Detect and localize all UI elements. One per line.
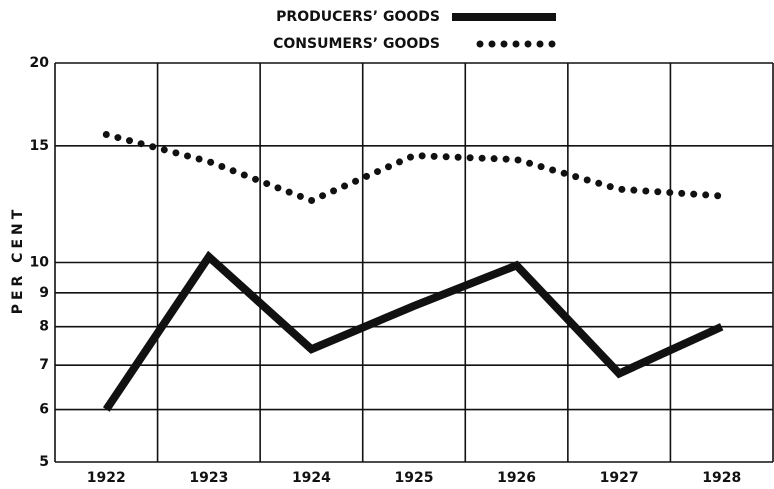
y-tick-label: 20: [30, 55, 50, 71]
y-tick-label: 6: [39, 402, 49, 418]
y-tick-label: 5: [39, 454, 49, 470]
x-tick-label: 1928: [702, 470, 741, 486]
y-axis-label: PER CENT: [10, 206, 26, 315]
x-tick-label: 1922: [87, 470, 126, 486]
y-tick-label: 7: [39, 357, 49, 373]
legend-label: PRODUCERS’ GOODS: [276, 9, 440, 25]
y-tick-label: 10: [30, 255, 50, 271]
y-tick-label: 8: [39, 319, 49, 335]
x-tick-label: 1923: [189, 470, 228, 486]
x-tick-label: 1925: [395, 470, 434, 486]
x-tick-label: 1926: [497, 470, 536, 486]
y-tick-label: 15: [30, 138, 49, 154]
x-tick-label: 1927: [600, 470, 639, 486]
series-line: [102, 131, 726, 205]
series-line: [102, 250, 724, 412]
legend-label: CONSUMERS’ GOODS: [273, 36, 440, 52]
x-tick-label: 1924: [292, 470, 331, 486]
y-tick-label: 9: [39, 285, 49, 301]
